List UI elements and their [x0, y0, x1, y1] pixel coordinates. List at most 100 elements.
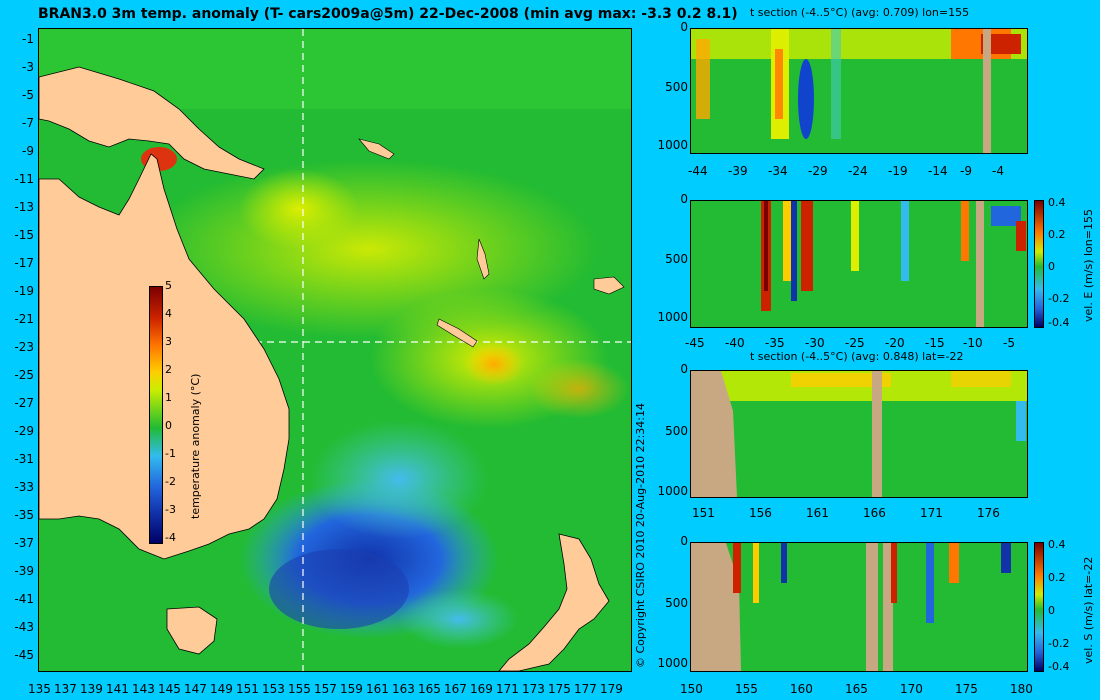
cb-tick: 0.4: [1048, 196, 1066, 209]
cb-tick: -0.2: [1048, 292, 1070, 305]
x-tick: -29: [808, 164, 828, 178]
y-tick: 0: [680, 362, 688, 376]
lat-tick: -21: [14, 312, 34, 326]
lon-tick: 165: [418, 682, 441, 696]
lat-tick: -19: [14, 284, 34, 298]
cb-tick: -0.2: [1048, 637, 1070, 650]
lat-tick: -31: [14, 452, 34, 466]
lon-tick: 149: [210, 682, 233, 696]
x-tick: 180: [1010, 682, 1033, 696]
land-vanuatu: [476, 238, 490, 280]
lat-tick: -13: [14, 200, 34, 214]
x-tick: -35: [765, 336, 785, 350]
x-tick: 150: [680, 682, 703, 696]
cb-tick: 5: [165, 279, 172, 292]
section-land: [983, 29, 991, 153]
lat-tick: -27: [14, 396, 34, 410]
cb-tick: 0.2: [1048, 571, 1066, 584]
x-tick: -10: [963, 336, 983, 350]
lat-axis: -1 -3 -5 -7 -9 -11 -13 -15 -17 -19 -21 -…: [0, 28, 36, 672]
lat-tick: -37: [14, 536, 34, 550]
lon-tick: 173: [522, 682, 545, 696]
y-tick: 500: [665, 80, 688, 94]
x-tick: -39: [728, 164, 748, 178]
land-tasmania: [166, 606, 218, 655]
lat-tick: -15: [14, 228, 34, 242]
lat-tick: -29: [14, 424, 34, 438]
land-fiji: [593, 276, 625, 295]
cb-tick: -1: [165, 447, 176, 460]
cb-tick: -3: [165, 503, 176, 516]
lat-tick: -39: [14, 564, 34, 578]
lon-tick: 179: [600, 682, 623, 696]
land-new-zealand: [498, 533, 610, 671]
x-tick: -15: [925, 336, 945, 350]
colorbar-ticks: 5 4 3 2 1 0 -1 -2 -3 -4: [165, 279, 185, 549]
panel1-xaxis: -44 -39 -34 -29 -24 -19 -14 -9 -4: [688, 164, 1028, 180]
x-tick: 166: [863, 506, 886, 520]
x-tick: 176: [977, 506, 1000, 520]
lon-tick: 141: [106, 682, 129, 696]
lon-tick: 171: [496, 682, 519, 696]
panel2-cb-label: vel. E (m/s) lon=155: [1082, 209, 1095, 322]
lon-tick: 177: [574, 682, 597, 696]
map-frame: 5 4 3 2 1 0 -1 -2 -3 -4 temperature anom…: [38, 28, 632, 672]
lon-tick: 163: [392, 682, 415, 696]
lat-tick: -25: [14, 368, 34, 382]
panel2-section: [690, 200, 1028, 328]
lat-tick: -43: [14, 620, 34, 634]
x-tick: 151: [692, 506, 715, 520]
temperature-colorbar: [149, 286, 163, 544]
cold-lens: [798, 59, 814, 139]
lon-tick: 143: [132, 682, 155, 696]
lon-tick: 147: [184, 682, 207, 696]
lat-tick: -3: [22, 60, 34, 74]
panel4-cb-ticks: 0.4 0.2 0 -0.2 -0.4: [1048, 538, 1078, 678]
x-tick: -34: [768, 164, 788, 178]
x-tick: 165: [845, 682, 868, 696]
copyright: © Copyright CSIRO 2010 20-Aug-2010 22:34…: [634, 402, 647, 668]
main-title: BRAN3.0 3m temp. anomaly (T- cars2009a@5…: [38, 6, 738, 22]
panel1-section: [690, 28, 1028, 154]
lon-tick: 169: [470, 682, 493, 696]
lon-tick: 153: [262, 682, 285, 696]
x-tick: 171: [920, 506, 943, 520]
y-tick: 500: [665, 596, 688, 610]
x-tick: -19: [888, 164, 908, 178]
lat-tick: -35: [14, 508, 34, 522]
lat-tick: -7: [22, 116, 34, 130]
panel1-title: t section (-4..5°C) (avg: 0.709) lon=155: [750, 6, 970, 19]
cb-tick: -0.4: [1048, 316, 1070, 329]
y-tick: 500: [665, 424, 688, 438]
cb-tick: -4: [165, 531, 176, 544]
panel4-cb-label: vel. S (m/s) lat=-22: [1082, 556, 1095, 664]
x-tick: 175: [955, 682, 978, 696]
lat-tick: -45: [14, 648, 34, 662]
lon-tick: 135: [28, 682, 51, 696]
lat-tick: -11: [14, 172, 34, 186]
panel3-xaxis: 151 156 161 166 171 176: [692, 506, 1032, 522]
cb-tick: 0.4: [1048, 538, 1066, 551]
y-tick: 1000: [657, 484, 688, 498]
cb-tick: 2: [165, 363, 172, 376]
panel2-cb-ticks: 0.4 0.2 0 -0.2 -0.4: [1048, 196, 1078, 332]
lon-tick: 151: [236, 682, 259, 696]
panel4-xaxis: 150 155 160 165 170 175 180: [680, 682, 1040, 698]
lon-tick: 175: [548, 682, 571, 696]
cb-tick: -2: [165, 475, 176, 488]
x-tick: 160: [790, 682, 813, 696]
panel2-xaxis: -45 -40 -35 -30 -25 -20 -15 -10 -5: [685, 336, 1030, 352]
lat-tick: -5: [22, 88, 34, 102]
lon-tick: 167: [444, 682, 467, 696]
land-new-guinea: [39, 66, 265, 180]
x-tick: -40: [725, 336, 745, 350]
x-tick: -5: [1003, 336, 1015, 350]
lat-tick: -1: [22, 32, 34, 46]
cb-tick: 0: [1048, 260, 1055, 273]
panel3-section: [690, 370, 1028, 498]
lon-tick: 157: [314, 682, 337, 696]
y-tick: 1000: [657, 656, 688, 670]
lon-tick: 161: [366, 682, 389, 696]
y-tick: 1000: [657, 138, 688, 152]
cb-tick: 0: [165, 419, 172, 432]
